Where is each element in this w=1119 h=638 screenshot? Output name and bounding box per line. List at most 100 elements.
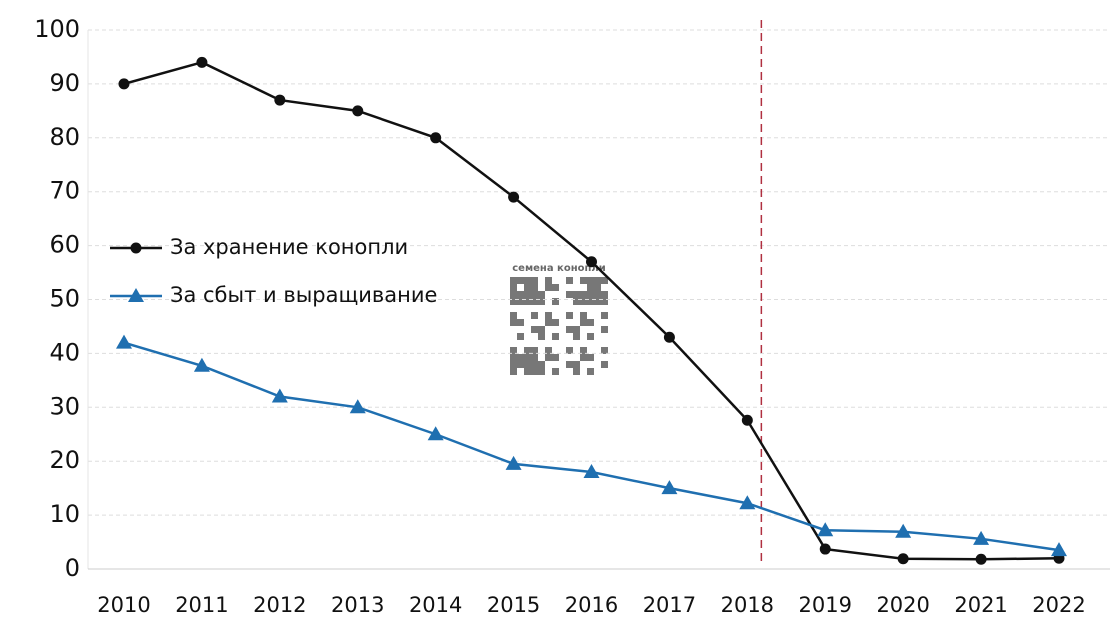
qr-cell xyxy=(517,354,524,361)
qr-cell xyxy=(510,284,517,291)
x-tick-label: 2010 xyxy=(97,593,150,617)
qr-cell xyxy=(587,354,594,361)
qr-cell xyxy=(552,368,559,375)
qr-cell xyxy=(510,298,517,305)
qr-cell xyxy=(566,361,573,368)
y-tick-label: 50 xyxy=(49,285,80,313)
point xyxy=(895,523,912,538)
qr-cell xyxy=(601,298,608,305)
qr-cell xyxy=(517,333,524,340)
x-tick-label: 2012 xyxy=(253,593,306,617)
point xyxy=(661,480,678,495)
qr-cell xyxy=(587,368,594,375)
y-tick-label: 10 xyxy=(49,500,80,528)
qr-cell xyxy=(517,319,524,326)
watermark-qr: семена конопли xyxy=(510,263,608,375)
qr-cell xyxy=(573,368,580,375)
point xyxy=(271,388,288,403)
qr-cell xyxy=(531,291,538,298)
qr-cell xyxy=(538,326,545,333)
point xyxy=(973,530,990,545)
qr-cell xyxy=(545,277,552,284)
point xyxy=(427,426,444,441)
qr-cell xyxy=(524,277,531,284)
qr-cell xyxy=(538,333,545,340)
y-tick-label: 20 xyxy=(49,446,80,474)
qr-cell xyxy=(552,298,559,305)
qr-cell xyxy=(531,298,538,305)
qr-cell xyxy=(524,361,531,368)
qr-cell xyxy=(510,354,517,361)
y-tick-label: 40 xyxy=(49,338,80,366)
watermark-text: семена конопли xyxy=(512,263,605,274)
qr-cell xyxy=(594,298,601,305)
qr-cell xyxy=(573,333,580,340)
x-tick-label: 2011 xyxy=(175,593,228,617)
qr-cell xyxy=(510,319,517,326)
y-tick-label: 100 xyxy=(34,15,80,43)
qr-cell xyxy=(545,319,552,326)
x-tick-label: 2021 xyxy=(954,593,1007,617)
point xyxy=(897,553,909,565)
qr-cell xyxy=(601,326,608,333)
qr-cell xyxy=(601,361,608,368)
qr-cell xyxy=(524,298,531,305)
qr-cell xyxy=(580,354,587,361)
point xyxy=(586,256,597,268)
point xyxy=(663,331,675,343)
point xyxy=(505,455,522,470)
qr-cell xyxy=(580,291,587,298)
qr-cell xyxy=(524,291,531,298)
qr-cell xyxy=(552,319,559,326)
point xyxy=(116,334,132,349)
qr-cell xyxy=(573,326,580,333)
qr-cell xyxy=(510,361,517,368)
qr-cell xyxy=(566,326,573,333)
x-tick-label: 2015 xyxy=(487,593,540,617)
y-tick-label: 80 xyxy=(49,123,80,151)
qr-cell xyxy=(587,298,594,305)
qr-cell xyxy=(517,277,524,284)
qr-cell xyxy=(594,277,601,284)
qr-cell xyxy=(580,277,587,284)
qr-cell xyxy=(531,277,538,284)
qr-cell xyxy=(601,291,608,298)
qr-cell xyxy=(573,291,580,298)
qr-cell xyxy=(587,284,594,291)
y-tick-label: 0 xyxy=(65,554,80,582)
x-tick-label: 2014 xyxy=(409,593,462,617)
qr-cell xyxy=(545,354,552,361)
x-tick-label: 2022 xyxy=(1032,593,1085,617)
legend-marker xyxy=(128,288,144,302)
qr-cell xyxy=(566,277,573,284)
qr-cell xyxy=(601,277,608,284)
qr-cell xyxy=(531,312,538,319)
qr-cell xyxy=(580,319,587,326)
qr-cell xyxy=(510,291,517,298)
qr-cell xyxy=(531,326,538,333)
qr-cell xyxy=(587,333,594,340)
point xyxy=(975,553,987,565)
qr-cell xyxy=(524,368,531,375)
x-tick-label: 2019 xyxy=(799,593,852,617)
qr-cell xyxy=(587,277,594,284)
qr-cell xyxy=(531,347,538,354)
qr-cell xyxy=(573,298,580,305)
point xyxy=(430,132,442,144)
point xyxy=(508,191,520,203)
y-tick-label: 90 xyxy=(49,69,80,97)
qr-cell xyxy=(594,284,601,291)
point xyxy=(739,495,756,510)
qr-cell xyxy=(552,284,559,291)
qr-cell xyxy=(587,291,594,298)
qr-cell xyxy=(517,298,524,305)
qr-cell xyxy=(566,312,573,319)
qr-cell xyxy=(538,298,545,305)
qr-cell xyxy=(510,368,517,375)
point xyxy=(352,105,364,117)
qr-cell xyxy=(580,312,587,319)
qr-cell xyxy=(601,347,608,354)
qr-cell xyxy=(538,291,545,298)
x-tick-label: 2016 xyxy=(565,593,618,617)
qr-cell xyxy=(510,312,517,319)
